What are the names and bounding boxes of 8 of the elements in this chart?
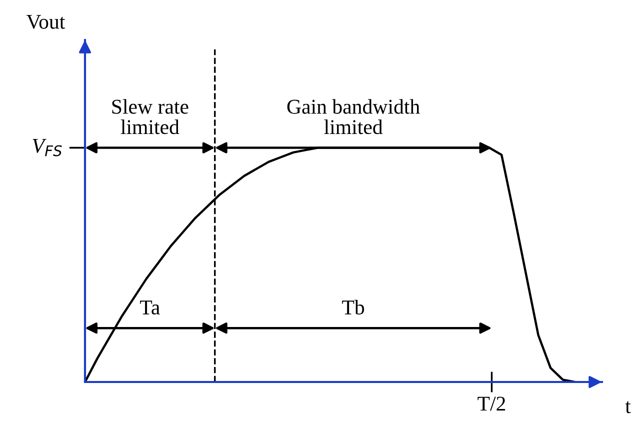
text: Gain bandwidth limited	[287, 99, 420, 134]
text: Slew rate limited	[112, 99, 188, 134]
annotation: Tb	[342, 300, 364, 315]
text: Vout	[26, 14, 66, 29]
text: T/2	[478, 396, 506, 411]
text: V$_{FS}$	[32, 139, 62, 156]
x-axis-title: t	[625, 401, 631, 414]
annotation: Ta	[140, 300, 160, 315]
